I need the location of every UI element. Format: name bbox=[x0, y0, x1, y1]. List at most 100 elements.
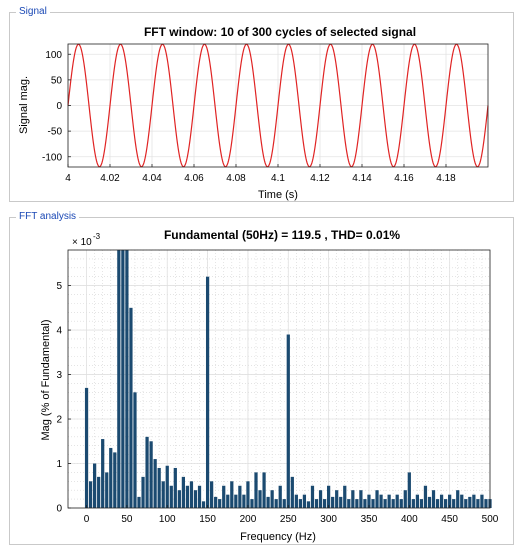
fft-bar bbox=[452, 499, 456, 508]
signal-y-tick-label: 0 bbox=[56, 101, 62, 112]
fft-bar bbox=[444, 499, 448, 508]
fft-bar bbox=[407, 472, 411, 508]
fft-bar bbox=[226, 494, 230, 508]
fft-bar bbox=[205, 276, 210, 508]
fft-bar bbox=[197, 485, 202, 508]
fft-bar bbox=[133, 392, 137, 508]
signal-chart-title: FFT window: 10 of 300 cycles of selected… bbox=[144, 25, 416, 39]
fft-bar bbox=[117, 250, 121, 508]
fft-x-tick-label: 450 bbox=[441, 514, 458, 525]
signal-panel-title: Signal bbox=[16, 6, 50, 17]
fft-bar bbox=[129, 307, 133, 508]
fft-bar bbox=[339, 496, 343, 508]
fft-bar bbox=[262, 472, 266, 508]
signal-ticks: 4 4.02 4.04 4.06 4.08 4.1 4.12 4.14 4.16 4.18 -100… bbox=[42, 50, 456, 184]
signal-y-tick-label: -50 bbox=[48, 127, 63, 138]
fft-bar bbox=[464, 499, 468, 508]
signal-x-tick-label: 4.16 bbox=[394, 173, 414, 184]
fft-bar bbox=[456, 490, 460, 508]
fft-bar bbox=[335, 490, 339, 508]
fft-bar bbox=[484, 499, 488, 508]
fft-bar bbox=[250, 499, 254, 508]
fft-bar bbox=[427, 496, 432, 508]
fft-bar bbox=[411, 499, 415, 508]
fft-bar bbox=[101, 439, 105, 508]
fft-bar bbox=[234, 494, 238, 508]
fft-bar bbox=[238, 485, 242, 508]
fft-bar bbox=[210, 481, 214, 508]
fft-bar bbox=[343, 485, 347, 508]
fft-bar bbox=[125, 250, 129, 508]
fft-plot-frame bbox=[67, 249, 491, 509]
fft-bar bbox=[193, 490, 198, 508]
fft-bar bbox=[314, 499, 319, 508]
fft-bar bbox=[302, 494, 307, 508]
fft-bar bbox=[403, 490, 407, 508]
fft-bar bbox=[185, 485, 190, 508]
fft-y-exponent-label: × 10 bbox=[72, 237, 92, 248]
fft-bar bbox=[468, 496, 472, 508]
fft-chart-title: Fundamental (50Hz) = 119.5 , THD= 0.01% bbox=[164, 228, 400, 242]
fft-bar bbox=[480, 494, 484, 508]
fft-bar bbox=[298, 499, 302, 508]
signal-x-tick-label: 4.02 bbox=[100, 173, 120, 184]
fft-bar bbox=[448, 494, 452, 508]
fft-bar bbox=[387, 494, 391, 508]
signal-y-tick-label: -100 bbox=[42, 152, 62, 163]
signal-x-axis-label: Time (s) bbox=[258, 189, 298, 201]
fft-bar bbox=[419, 499, 424, 508]
fft-bar bbox=[351, 490, 355, 508]
fft-y-tick-label: 5 bbox=[56, 281, 62, 292]
fft-bar bbox=[266, 496, 270, 508]
fft-bar bbox=[423, 485, 428, 508]
fft-bar bbox=[322, 499, 327, 508]
fft-bar bbox=[113, 452, 117, 508]
fft-bar bbox=[214, 496, 218, 508]
fft-x-tick-label: 150 bbox=[199, 514, 216, 525]
fft-x-tick-label: 400 bbox=[401, 514, 418, 525]
fft-bar bbox=[157, 467, 161, 508]
signal-x-tick-label: 4.04 bbox=[142, 173, 162, 184]
signal-line bbox=[67, 43, 489, 168]
fft-bar bbox=[270, 490, 274, 508]
signal-chart: FFT window: 10 of 300 cycles of selected… bbox=[18, 25, 489, 201]
fft-bar bbox=[149, 441, 153, 508]
fft-bar bbox=[189, 481, 194, 508]
fft-chart: Fundamental (50Hz) = 119.5 , THD= 0.01% … bbox=[40, 228, 499, 543]
signal-panel: Signal bbox=[9, 6, 514, 202]
fft-x-axis-label: Frequency (Hz) bbox=[240, 531, 316, 543]
fft-x-tick-label: 0 bbox=[84, 514, 90, 525]
fft-bar bbox=[415, 494, 419, 508]
fft-bar bbox=[278, 485, 282, 508]
fft-bar bbox=[310, 485, 315, 508]
signal-x-tick-label: 4.08 bbox=[226, 173, 246, 184]
fft-bar bbox=[109, 447, 113, 508]
fft-y-axis-label: Mag (% of Fundamental) bbox=[40, 319, 52, 440]
fft-bar bbox=[363, 499, 367, 508]
fft-bar bbox=[173, 467, 177, 508]
fft-bar bbox=[367, 494, 371, 508]
fft-bar bbox=[242, 494, 246, 508]
fft-bar bbox=[460, 494, 464, 508]
fft-bar bbox=[375, 490, 379, 508]
fft-x-tick-label: 50 bbox=[121, 514, 133, 525]
fft-y-tick-label: 1 bbox=[56, 459, 62, 470]
fft-bar bbox=[88, 481, 93, 508]
fft-bar bbox=[371, 499, 375, 508]
signal-y-tick-label: 100 bbox=[45, 50, 62, 61]
fft-bar bbox=[347, 499, 351, 508]
fft-bar bbox=[359, 490, 363, 508]
fft-bar bbox=[165, 465, 169, 508]
fft-x-tick-label: 500 bbox=[482, 514, 499, 525]
signal-x-tick-label: 4.12 bbox=[310, 173, 330, 184]
signal-x-tick-label: 4.1 bbox=[271, 173, 285, 184]
fft-bar bbox=[105, 472, 109, 508]
fft-bar bbox=[439, 494, 444, 508]
fft-analysis-panel: FFT analysis bbox=[9, 211, 514, 545]
fft-y-exponent-power: -3 bbox=[93, 232, 101, 241]
fft-bar bbox=[306, 501, 311, 508]
fft-bar bbox=[331, 496, 335, 508]
fft-x-tick-label: 300 bbox=[320, 514, 337, 525]
fft-bar bbox=[290, 476, 294, 508]
fft-bar bbox=[258, 490, 262, 508]
